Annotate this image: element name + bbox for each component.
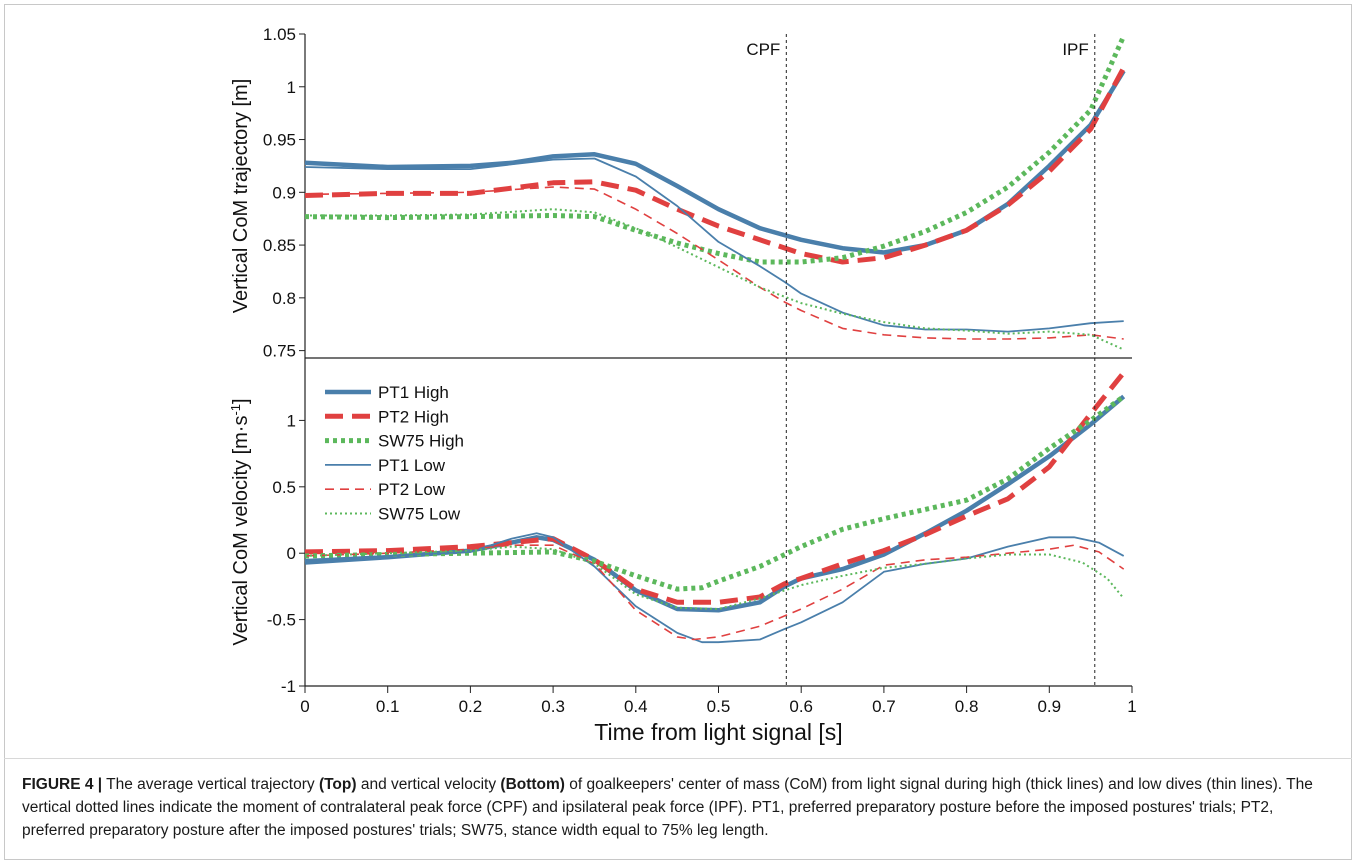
y-tick-label: 0 [287, 544, 296, 563]
x-tick-label: 0.3 [541, 697, 565, 716]
caption-figure-label: FIGURE 4 | [22, 776, 103, 793]
x-tick-label: 0.6 [789, 697, 813, 716]
y-tick-label: -0.5 [267, 611, 296, 630]
caption-divider [4, 758, 1352, 759]
chart: 1.05 1 0.95 0.9 0.85 0.8 0.75 1 0.5 0 -0.5 -1 CPF I… [228, 25, 1137, 745]
caption-bold-top: (Top) [318, 776, 357, 793]
x-tick-label: 0.4 [624, 697, 648, 716]
figure-frame [4, 4, 1352, 860]
series-line-pt1-high-bottom [304, 394, 1126, 613]
caption-text-2: and vertical velocity [356, 776, 501, 793]
y-axis-title-bottom: Vertical CoM velocity [m·s-1] [228, 398, 253, 645]
figure-caption: FIGURE 4 | The average vertical trajecto… [22, 773, 1340, 842]
y-tick-label: 1 [287, 411, 296, 430]
y-tick-label: 0.75 [263, 342, 296, 361]
series-line-pt2-low-top [304, 186, 1124, 340]
y-axis-title-top: Vertical CoM trajectory [m] [230, 79, 252, 314]
legend-label-sw75-high: SW75 High [378, 432, 464, 451]
series-line-pt2-high-bottom [304, 371, 1126, 605]
series-line-pt1-low-bottom [304, 532, 1125, 644]
x-tick-label: 0.1 [376, 697, 400, 716]
y-tick-label: -1 [281, 677, 296, 696]
marker-label-cpf: CPF [746, 40, 780, 59]
caption-text-1: The average vertical trajectory [102, 776, 319, 793]
series-line-sw75-high-top [304, 35, 1126, 265]
series-line-pt2-low-bottom [304, 544, 1125, 641]
series-line-sw75-low-top [305, 208, 1125, 351]
y-tick-label: 1 [287, 78, 296, 97]
y-tick-label: 0.5 [272, 478, 296, 497]
x-tick-label: 1 [1127, 697, 1136, 716]
legend-label-sw75-low: SW75 Low [378, 505, 461, 524]
series-line-pt2-high-top [304, 66, 1126, 265]
legend-label-pt2-high: PT2 High [378, 407, 449, 426]
x-tick-label: 0.7 [872, 697, 896, 716]
x-tick-label: 0 [300, 697, 309, 716]
legend-label-pt2-low: PT2 Low [378, 480, 446, 499]
x-tick-label: 0.8 [955, 697, 979, 716]
series-line-pt1-low-top [304, 157, 1124, 333]
y-tick-label: 0.85 [263, 236, 296, 255]
y-tick-label: 1.05 [263, 25, 296, 44]
top-panel: 1.05 1 0.95 0.9 0.85 0.8 0.75 [263, 25, 1132, 361]
legend: PT1 High PT2 High SW75 High PT1 Low PT2 Low S… [325, 383, 464, 524]
axis-labels: Vertical CoM trajectory [m] Vertical CoM … [228, 79, 1137, 745]
series-line-sw75-high-bottom [304, 394, 1126, 592]
legend-label-pt1-low: PT1 Low [378, 456, 446, 475]
x-tick-label: 0.2 [459, 697, 483, 716]
caption-text-3: of goalkeepers' center of mass (CoM) fro… [22, 776, 1313, 839]
x-tick-label: 0.5 [707, 697, 731, 716]
marker-label-ipf: IPF [1062, 40, 1088, 59]
legend-label-pt1-high: PT1 High [378, 383, 449, 402]
y-tick-label: 0.95 [263, 131, 296, 150]
x-axis-title: Time from light signal [s] [594, 719, 842, 745]
y-tick-label: 0.8 [272, 289, 296, 308]
event-markers: CPF IPF [746, 34, 1096, 686]
caption-bold-bottom: (Bottom) [500, 776, 565, 793]
y-tick-label: 0.9 [272, 183, 296, 202]
x-tick-label: 0.9 [1037, 697, 1061, 716]
